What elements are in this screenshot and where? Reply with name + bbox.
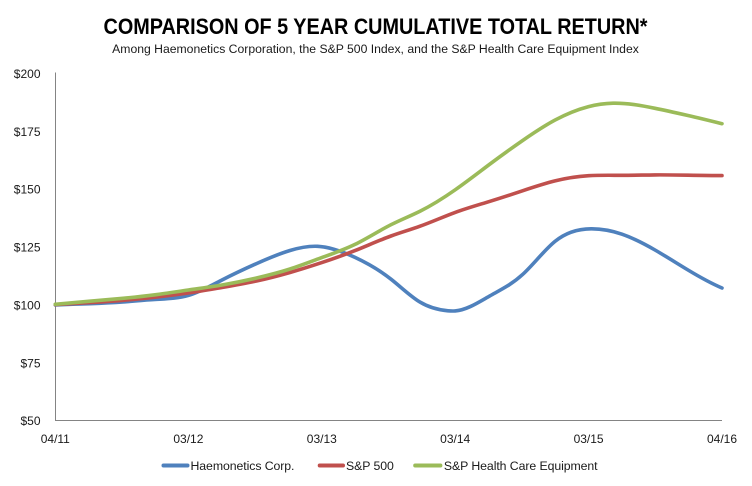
svg-text:04/11: 04/11 — [41, 432, 70, 446]
svg-text:S&P 500: S&P 500 — [346, 459, 394, 473]
svg-text:$75: $75 — [20, 356, 40, 370]
svg-text:03/14: 03/14 — [440, 432, 470, 446]
svg-text:$50: $50 — [20, 414, 40, 428]
svg-text:Among Haemonetics Corporation,: Among Haemonetics Corporation, the S&P 5… — [112, 42, 639, 56]
svg-text:$200: $200 — [14, 67, 41, 81]
svg-text:$150: $150 — [14, 183, 41, 197]
svg-text:$125: $125 — [14, 241, 41, 255]
svg-text:COMPARISON OF 5 YEAR CUMULATIV: COMPARISON OF 5 YEAR CUMULATIVE TOTAL RE… — [104, 14, 648, 39]
svg-text:S&P Health Care Equipment: S&P Health Care Equipment — [444, 459, 598, 473]
svg-text:Haemonetics Corp.: Haemonetics Corp. — [191, 459, 295, 473]
svg-text:$100: $100 — [14, 299, 41, 313]
svg-text:03/13: 03/13 — [307, 432, 337, 446]
svg-text:04/16: 04/16 — [707, 432, 737, 446]
svg-text:$175: $175 — [14, 125, 41, 139]
svg-text:03/12: 03/12 — [173, 432, 203, 446]
svg-text:03/15: 03/15 — [574, 432, 604, 446]
